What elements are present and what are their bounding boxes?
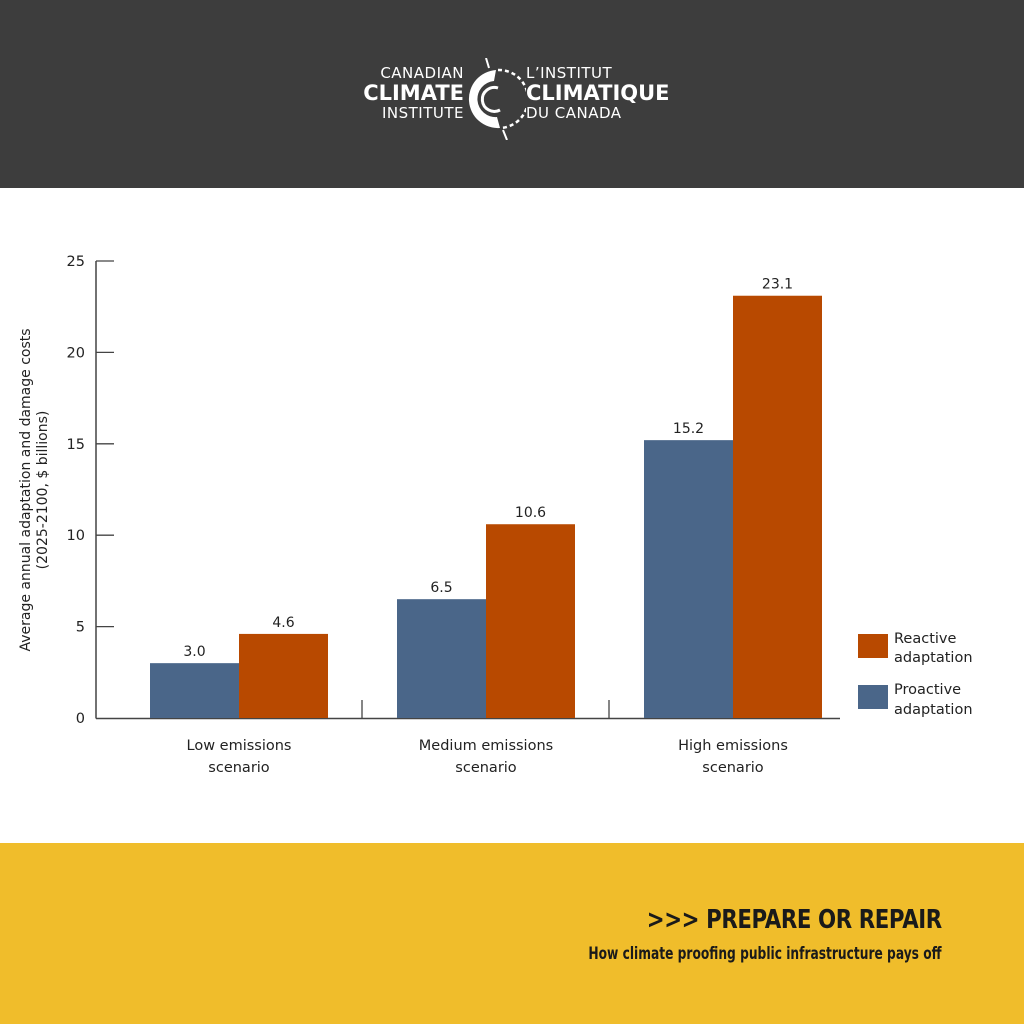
header-banner: CANADIAN CLIMATE INSTITUTE L’INSTITUT CL… (0, 0, 1024, 188)
y-axis-title: Average annual adaptation and damage cos… (18, 328, 51, 651)
y-tick-label: 0 (76, 711, 85, 727)
x-category-label: scenario (702, 760, 764, 776)
x-category-label: Medium emissions (419, 738, 553, 754)
bar-value-label: 15.2 (673, 421, 704, 437)
y-tick-label: 5 (76, 620, 85, 636)
bar-value-label: 3.0 (183, 644, 205, 660)
logo-french: L’INSTITUT CLIMATIQUE DU CANADA (526, 64, 696, 122)
bar-proactive (397, 599, 486, 718)
canadian-climate-institute-logo: CANADIAN CLIMATE INSTITUTE L’INSTITUT CL… (344, 58, 686, 140)
y-tick-label: 10 (67, 528, 85, 544)
legend-label-reactive: adaptation (894, 650, 973, 666)
y-tick-label: 20 (67, 345, 85, 361)
legend: Reactive adaptation Proactive adaptation (858, 631, 973, 718)
bar-proactive (150, 663, 239, 718)
legend-label-proactive: adaptation (894, 702, 973, 718)
bar-value-label: 4.6 (272, 615, 294, 631)
logo-ring-icon (468, 58, 526, 140)
bar-reactive (239, 633, 328, 718)
logo-text: L’INSTITUT (526, 64, 613, 82)
x-category-label: High emissions (678, 738, 788, 754)
logo-english: CANADIAN CLIMATE INSTITUTE (344, 64, 464, 122)
logo-text: CLIMATE (363, 81, 464, 105)
y-axis-title-line1: Average annual adaptation and damage cos… (18, 328, 34, 651)
logo-text: INSTITUTE (381, 104, 464, 122)
bars: 3.0 4.6 6.5 10.6 15.2 23.1 (150, 277, 822, 718)
y-tick-label: 25 (67, 254, 85, 270)
y-axis-title-line2: (2025-2100, $ billions) (35, 411, 51, 570)
report-title: >>> PREPARE OR REPAIR (646, 905, 942, 935)
legend-swatch-proactive (858, 685, 888, 709)
footer-banner: >>> PREPARE OR REPAIR How climate proofi… (0, 843, 1024, 1024)
bar-value-label: 23.1 (762, 277, 793, 293)
logo-text: CLIMATIQUE (526, 81, 670, 105)
logo-text: DU CANADA (526, 104, 622, 122)
bar-value-label: 6.5 (430, 580, 452, 596)
x-category-label: scenario (455, 760, 517, 776)
legend-swatch-reactive (858, 634, 888, 658)
x-category-label: Low emissions (187, 738, 292, 754)
x-axis-labels: Low emissions scenario Medium emissions sce… (187, 738, 788, 776)
legend-label-reactive: Reactive (894, 631, 956, 647)
report-subtitle: How climate proofing public infrastructu… (588, 944, 942, 964)
bar-reactive (486, 524, 575, 718)
y-axis-ticks: 0 5 10 15 20 25 (67, 254, 114, 727)
bar-value-label: 10.6 (515, 505, 546, 521)
bar-proactive (644, 440, 733, 718)
x-category-label: scenario (208, 760, 270, 776)
bar-reactive (733, 295, 822, 718)
legend-label-proactive: Proactive (894, 682, 961, 698)
logo-text: CANADIAN (380, 64, 464, 82)
y-tick-label: 15 (67, 437, 85, 453)
